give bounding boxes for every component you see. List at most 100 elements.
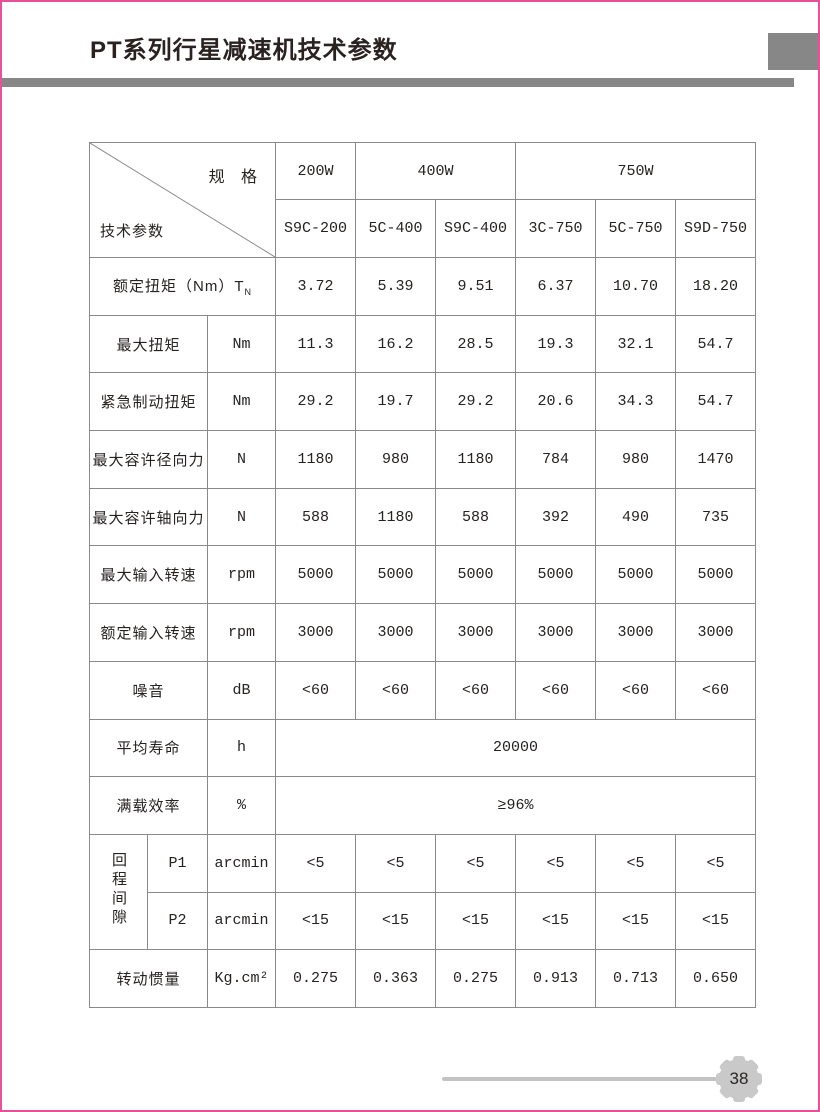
cell-value: 5000 [515,545,597,605]
cell-value: <15 [275,891,357,951]
backlash-group-label: 回程间隙 [89,833,148,951]
cell-value: 3000 [515,603,597,662]
cell-value: 5000 [355,545,437,605]
cell-value: 0.275 [435,949,517,1008]
cell-value: 9.51 [435,257,517,316]
model-header: 5C-400 [355,199,437,258]
group-header-750w: 750W [515,142,757,200]
row-label: 紧急制动扭矩 [89,372,208,432]
cell-value-merged: ≥96% [275,776,757,835]
cell-value: <15 [435,891,517,951]
cell-value: 54.7 [675,314,757,374]
row-label: 最大容许轴向力 [89,487,208,547]
row-full-load-efficiency: 满载效率 % ≥96% [89,776,757,835]
row-unit: arcmin [206,891,277,951]
subscript: N [244,287,252,298]
cell-value: 34.3 [595,372,677,432]
cell-value: <60 [355,660,437,720]
row-rated-input-speed: 额定输入转速 rpm 3000 3000 3000 3000 3000 3000 [89,603,757,662]
row-unit: dB [206,660,277,720]
cell-value: 1180 [355,487,437,547]
row-unit: Nm [206,372,277,432]
cell-value: 28.5 [435,314,517,374]
cell-value: 5000 [675,545,757,605]
row-max-torque: 最大扭矩 Nm 11.3 16.2 28.5 19.3 32.1 54.7 [89,314,757,374]
cell-value: 980 [355,430,437,489]
row-unit: % [206,776,277,835]
model-header: S9C-200 [275,199,357,258]
page-title: PT系列行星减速机技术参数 [90,37,398,64]
row-max-input-speed: 最大输入转速 rpm 5000 5000 5000 5000 5000 5000 [89,545,757,605]
cell-value: 29.2 [435,372,517,432]
spec-table: 规 格 技术参数 200W 400W 750W S9C-200 5C-400 S… [88,142,757,1008]
row-label: 最大容许径向力 [89,430,208,489]
corner-header-cell: 规 格 技术参数 [88,142,277,258]
cell-value: 6.37 [515,257,597,316]
row-brake-torque: 紧急制动扭矩 Nm 29.2 19.7 29.2 20.6 34.3 54.7 [89,372,757,432]
cell-value: 0.650 [675,949,757,1008]
cell-value: 3000 [355,603,437,662]
cell-value: <60 [515,660,597,720]
row-label: 最大输入转速 [89,545,208,605]
row-rated-torque: 额定扭矩（Nm）TN 3.72 5.39 9.51 6.37 10.70 18.… [88,257,757,316]
cell-value: <60 [275,660,357,720]
page-number: 38 [719,1059,759,1099]
cell-value: 11.3 [275,314,357,374]
cell-value: 980 [595,430,677,489]
row-label: 额定输入转速 [89,603,208,662]
model-header: S9C-400 [435,199,517,258]
row-sublabel: P2 [147,891,208,951]
cell-value: 5000 [435,545,517,605]
corner-spec-label: 规 格 [208,169,264,186]
cell-value: <15 [515,891,597,951]
row-unit: N [206,487,277,547]
cell-value: 20.6 [515,372,597,432]
cell-value: 588 [275,487,357,547]
group-header-400w: 400W [355,142,517,200]
cell-value: <60 [675,660,757,720]
row-unit: rpm [206,545,277,605]
row-backlash-p2: P2 arcmin <15 <15 <15 <15 <15 <15 [90,891,757,951]
row-unit: Kg.cm² [206,949,277,1008]
cell-value: 3.72 [275,257,357,316]
cell-value: 19.3 [515,314,597,374]
cell-value: 588 [435,487,517,547]
cell-value: 19.7 [355,372,437,432]
cell-value: <5 [435,833,517,893]
row-label: 额定扭矩（Nm）TN [88,257,277,316]
row-label: 转动惯量 [89,949,208,1008]
cell-value: 3000 [435,603,517,662]
cell-value: <60 [435,660,517,720]
row-unit: arcmin [206,833,277,893]
model-header: 3C-750 [515,199,597,258]
row-average-life: 平均寿命 h 20000 [89,718,757,778]
cell-value: 1180 [435,430,517,489]
cell-value: 0.913 [515,949,597,1008]
header-row-models: S9C-200 5C-400 S9C-400 3C-750 5C-750 S9D… [90,199,757,258]
row-label: 噪音 [89,660,208,720]
cell-value: <5 [275,833,357,893]
row-label: 满载效率 [89,776,208,835]
cell-value: 1180 [275,430,357,489]
model-header: 5C-750 [595,199,677,258]
cell-value: 490 [595,487,677,547]
row-unit: N [206,430,277,489]
cell-value: 29.2 [275,372,357,432]
corner-param-label: 技术参数 [100,223,165,240]
cell-value: 735 [675,487,757,547]
cell-value: 54.7 [675,372,757,432]
cell-value: 1470 [675,430,757,489]
group-header-200w: 200W [275,142,357,200]
header-row-groups: 规 格 技术参数 200W 400W 750W [88,142,757,258]
cell-value: <5 [675,833,757,893]
cell-value: <15 [595,891,677,951]
cell-value: 784 [515,430,597,489]
cell-value: 3000 [675,603,757,662]
cell-value: 0.363 [355,949,437,1008]
cell-value: <5 [515,833,597,893]
cell-value: 5000 [595,545,677,605]
footer-rule [442,1077,724,1081]
row-sublabel: P1 [147,833,208,893]
cell-value: 3000 [595,603,677,662]
